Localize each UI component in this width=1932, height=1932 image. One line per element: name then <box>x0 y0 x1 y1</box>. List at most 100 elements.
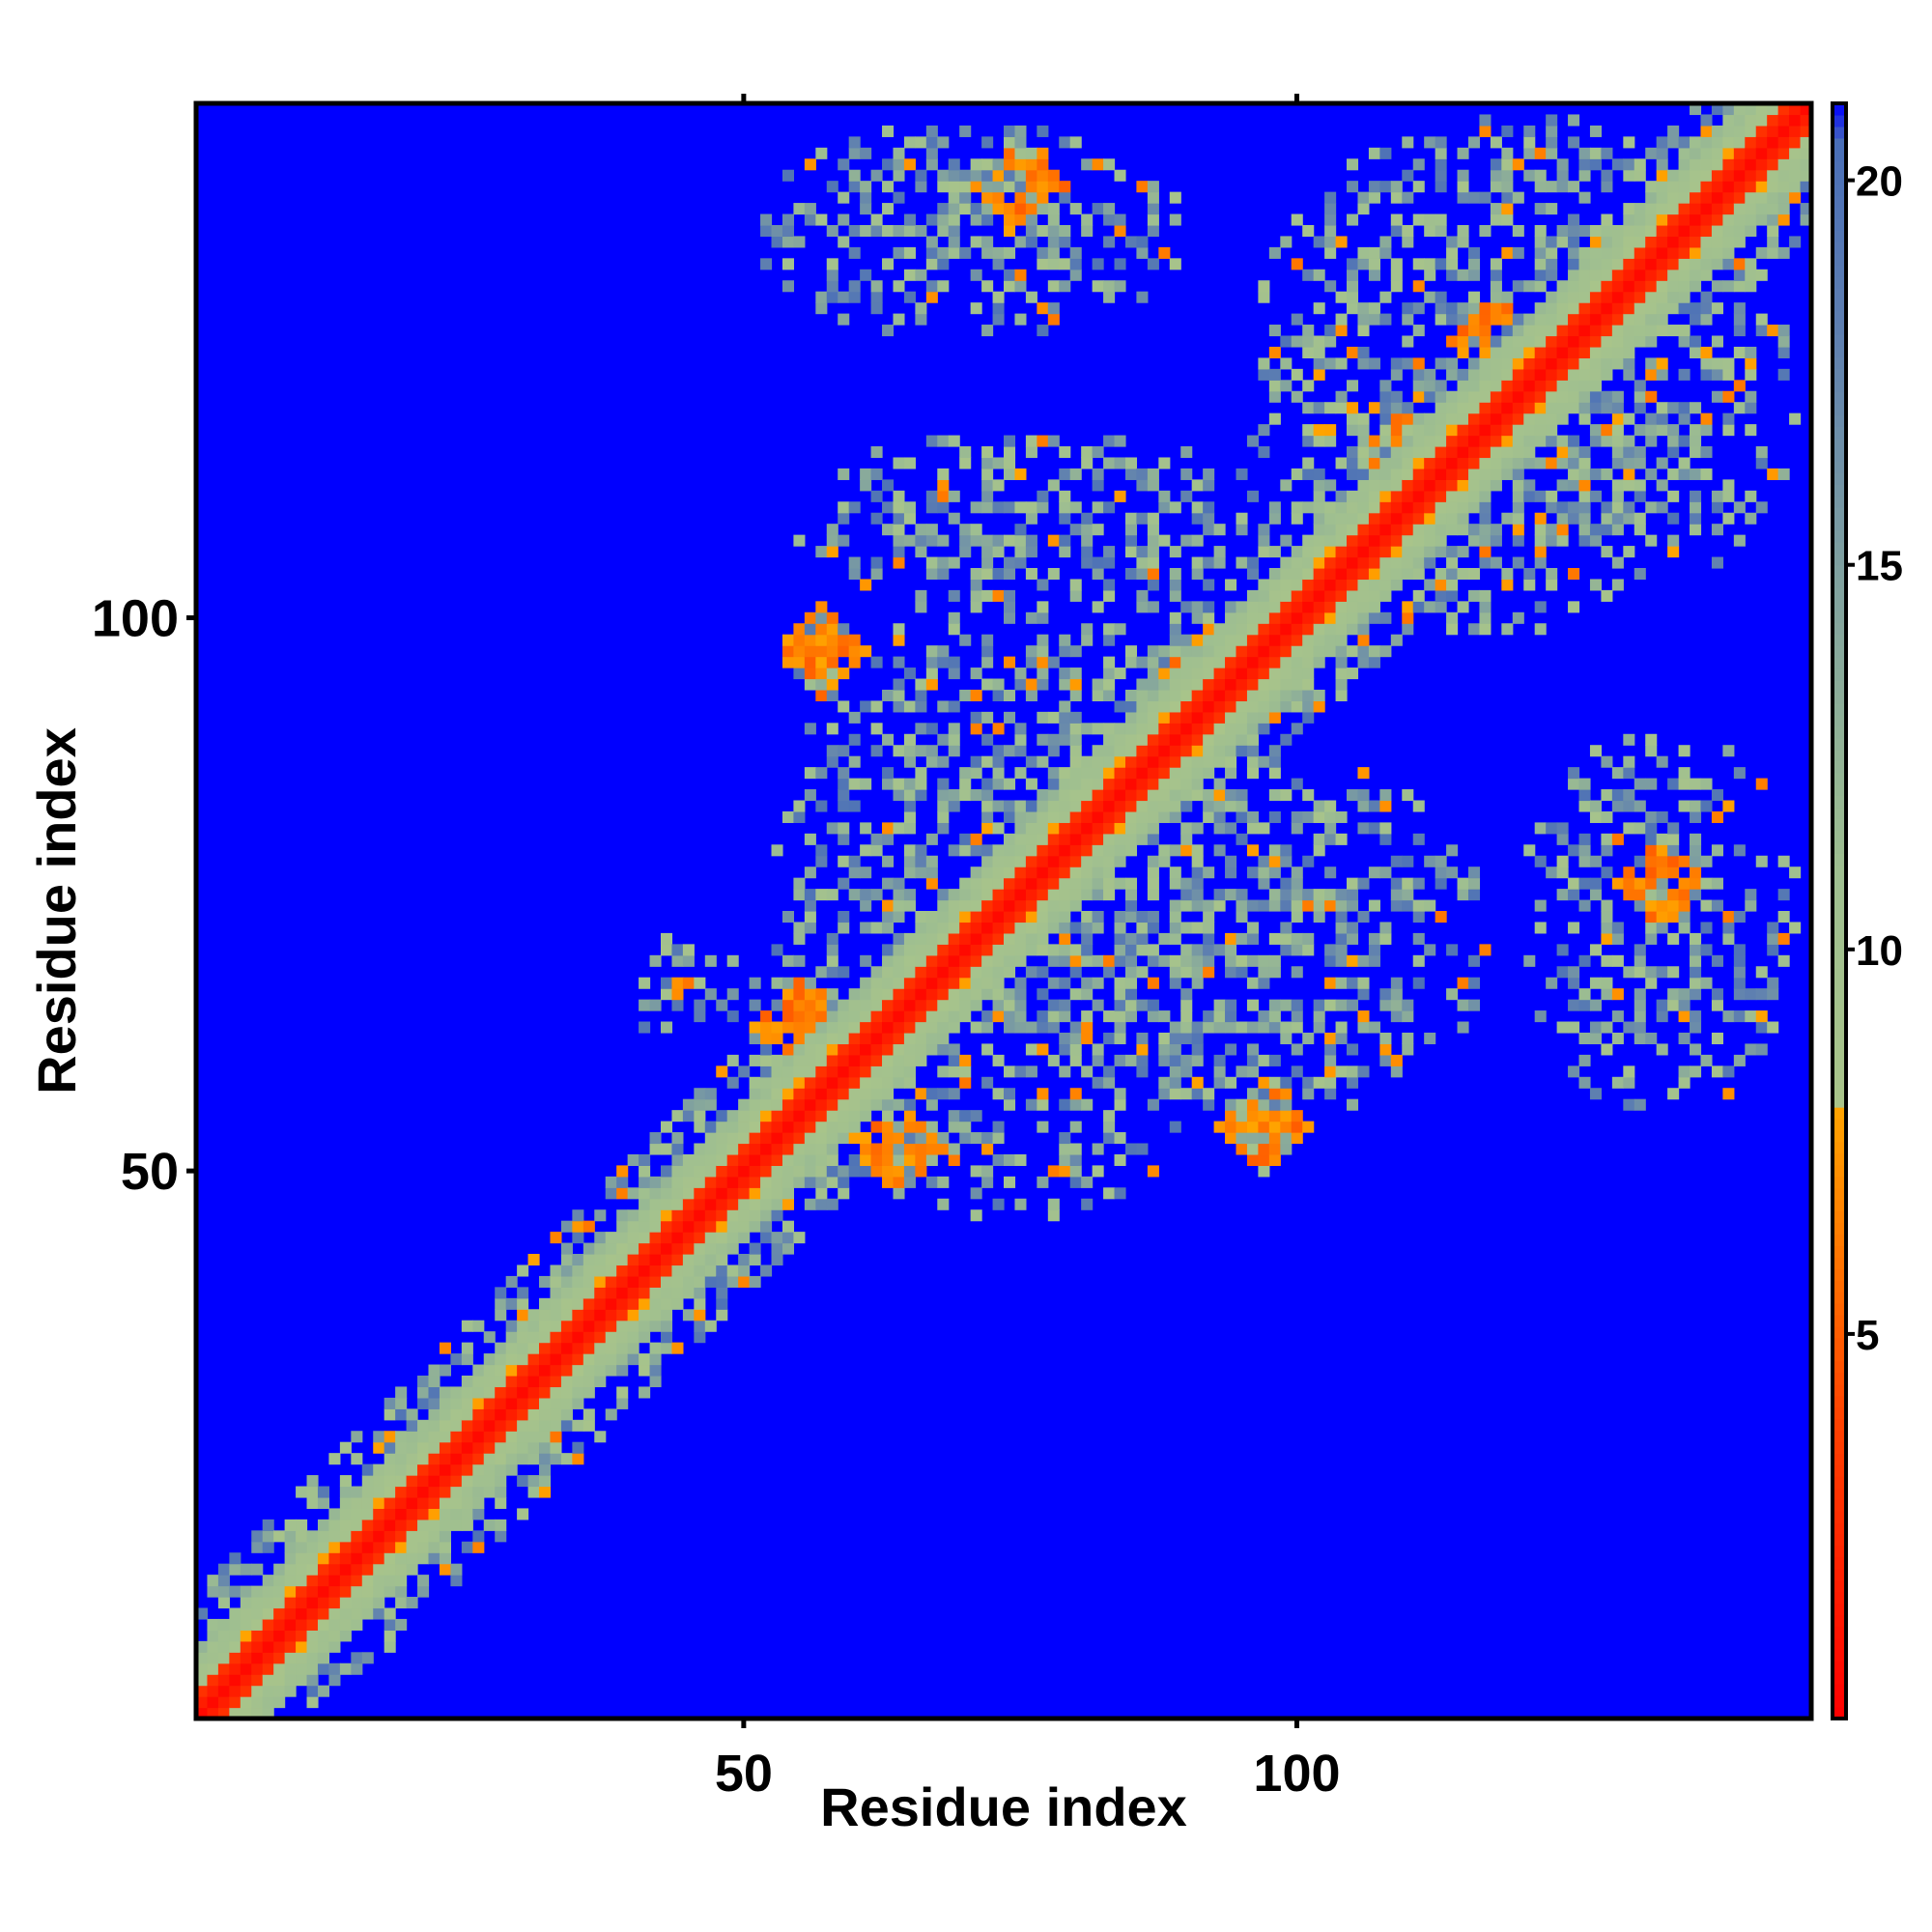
heatmap-cell <box>1258 966 1270 979</box>
heatmap-cell <box>1457 490 1469 502</box>
heatmap-cell <box>1667 932 1680 945</box>
heatmap-cell <box>1081 778 1094 790</box>
heatmap-cell <box>1556 867 1569 879</box>
heatmap-cell <box>848 556 861 569</box>
heatmap-cell <box>838 1121 850 1133</box>
heatmap-cell <box>1690 224 1702 238</box>
heatmap-cell <box>1291 1065 1303 1078</box>
heatmap-cell <box>1711 203 1723 215</box>
heatmap-cell <box>1191 755 1204 768</box>
heatmap-cell <box>948 789 960 802</box>
heatmap-cell <box>1711 125 1723 137</box>
heatmap-cell <box>273 1662 286 1675</box>
heatmap-cell <box>373 1508 385 1520</box>
heatmap-cell <box>1324 810 1337 823</box>
heatmap-cell <box>1611 490 1624 502</box>
heatmap-cell <box>1258 678 1270 691</box>
heatmap-cell <box>1556 380 1569 392</box>
heatmap-cell <box>925 977 938 989</box>
heatmap-cell <box>970 767 982 780</box>
heatmap-cell <box>771 1242 783 1255</box>
heatmap-cell <box>1124 546 1138 558</box>
heatmap-cell <box>361 1519 374 1531</box>
heatmap-cell <box>1368 932 1380 945</box>
heatmap-cell <box>616 1242 629 1255</box>
heatmap-cell <box>970 1110 982 1122</box>
heatmap-cell <box>1501 579 1514 591</box>
heatmap-cell <box>1623 733 1635 746</box>
heatmap-cell <box>1656 755 1668 768</box>
heatmap-cell <box>1324 623 1337 636</box>
heatmap-cell <box>915 844 927 857</box>
heatmap-cell <box>1578 402 1591 414</box>
heatmap-cell <box>1280 1098 1293 1111</box>
heatmap-cell <box>1589 325 1603 337</box>
heatmap-cell <box>550 1441 562 1454</box>
heatmap-cell <box>1280 623 1293 636</box>
heatmap-cell <box>1722 424 1735 437</box>
heatmap-cell <box>826 755 838 768</box>
heatmap-cell <box>937 1088 950 1100</box>
heatmap-cell <box>925 556 938 569</box>
heatmap-cell <box>1678 291 1690 303</box>
heatmap-cell <box>1733 191 1746 204</box>
heatmap-cell <box>1546 457 1558 469</box>
heatmap-cell <box>284 1541 297 1553</box>
heatmap-cell <box>428 1408 440 1421</box>
heatmap-cell <box>1069 822 1082 835</box>
heatmap-cell <box>981 1176 994 1188</box>
heatmap-cell <box>848 1098 861 1111</box>
heatmap-cell <box>1268 855 1281 867</box>
heatmap-cell <box>1191 723 1204 735</box>
heatmap-cell <box>1246 1110 1259 1122</box>
heatmap-cell <box>1645 390 1658 403</box>
heatmap-cell <box>582 1419 595 1432</box>
heatmap-cell <box>539 1331 552 1344</box>
heatmap-cell <box>1258 1088 1270 1100</box>
heatmap-cell <box>704 1320 717 1332</box>
heatmap-cell <box>1534 280 1547 293</box>
heatmap-cell <box>495 1397 507 1409</box>
heatmap-cell <box>1158 711 1171 724</box>
heatmap-cell <box>1711 954 1723 967</box>
heatmap-cell <box>781 1165 795 1178</box>
colorbar-segment <box>1833 299 1846 312</box>
heatmap-cell <box>1534 822 1547 835</box>
colorbar-segment <box>1833 841 1846 854</box>
heatmap-cell <box>517 1320 529 1332</box>
heatmap-cell <box>229 1618 242 1631</box>
heatmap-cell <box>970 711 982 724</box>
heatmap-cell <box>1578 246 1591 259</box>
heatmap-cell <box>948 944 960 956</box>
heatmap-cell <box>1412 424 1425 437</box>
heatmap-cell <box>1412 899 1425 912</box>
heatmap-cell <box>1690 346 1702 358</box>
heatmap-cell <box>1225 733 1237 746</box>
heatmap-cell <box>1025 678 1037 691</box>
heatmap-cell <box>1191 867 1204 879</box>
heatmap-cell <box>1667 844 1680 857</box>
heatmap-cell <box>1124 567 1138 581</box>
heatmap-cell <box>1014 501 1027 514</box>
heatmap-cell <box>1368 258 1380 270</box>
heatmap-cell <box>1114 700 1126 713</box>
heatmap-cell <box>1169 258 1181 270</box>
heatmap-cell <box>1711 169 1723 182</box>
heatmap-cell <box>1611 579 1624 591</box>
heatmap-cell <box>749 1198 761 1210</box>
heatmap-cell <box>1623 767 1635 780</box>
heatmap-cell <box>1347 567 1359 581</box>
heatmap-cell <box>804 867 816 879</box>
colorbar-segment <box>1833 1430 1846 1442</box>
heatmap-cell <box>1203 678 1215 691</box>
heatmap-cell <box>296 1652 308 1664</box>
heatmap-cell <box>1225 1076 1237 1089</box>
heatmap-cell <box>815 1198 828 1210</box>
heatmap-cell <box>483 1408 496 1421</box>
heatmap-cell <box>339 1486 352 1498</box>
heatmap-cell <box>893 977 905 989</box>
heatmap-cell <box>317 1618 330 1631</box>
heatmap-cell <box>1147 733 1159 746</box>
heatmap-cell <box>1611 280 1624 293</box>
heatmap-cell <box>572 1453 584 1465</box>
